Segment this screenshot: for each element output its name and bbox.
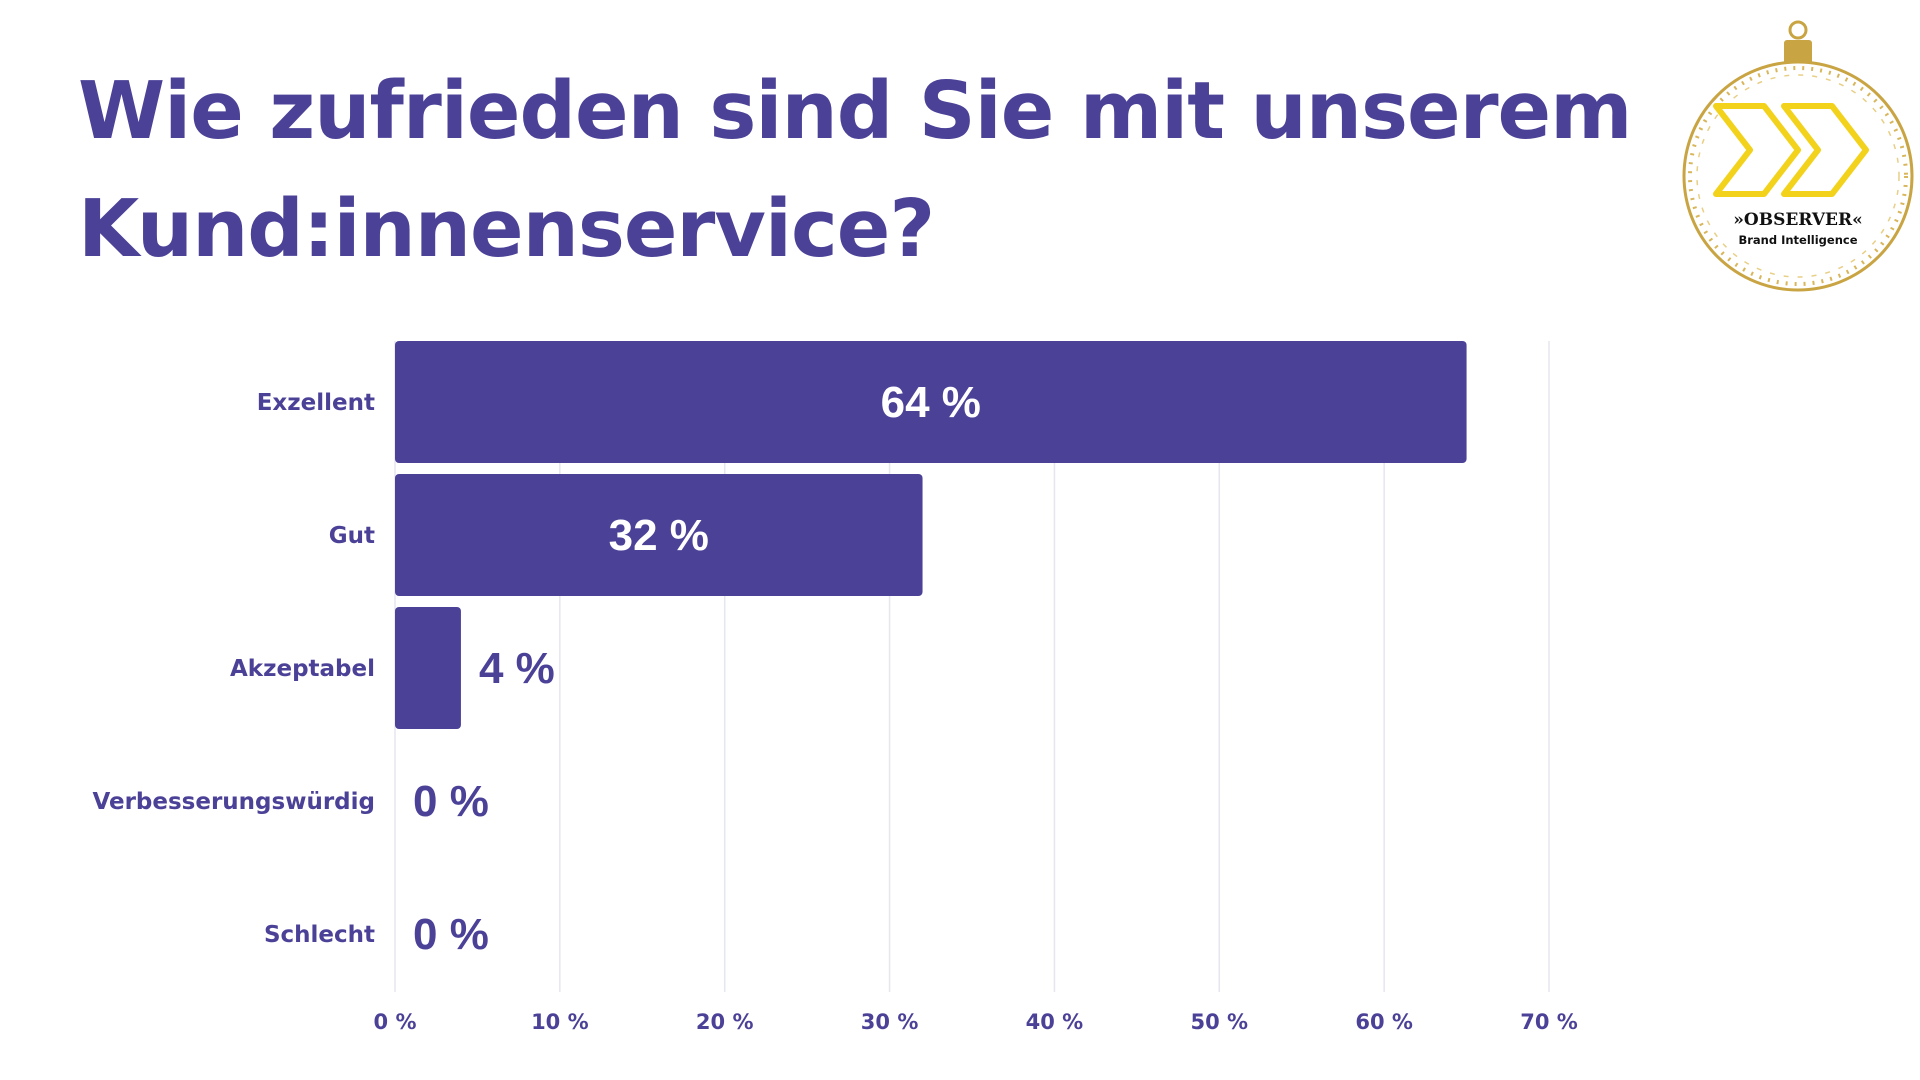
data-label: 32 % <box>609 511 709 560</box>
category-label: Schlecht <box>264 922 375 948</box>
x-tick-label: 60 % <box>1355 1010 1413 1034</box>
x-tick-label: 10 % <box>531 1010 589 1034</box>
x-tick-label: 70 % <box>1520 1010 1578 1034</box>
category-label: Akzeptabel <box>230 656 375 682</box>
data-label: 4 % <box>479 644 555 693</box>
title-line-1: Wie zufrieden sind Sie mit unserem <box>78 65 1632 157</box>
bars <box>395 341 1467 729</box>
bar <box>395 341 1467 463</box>
chevron-right-icon <box>1781 103 1869 197</box>
title-line-2: Kund:innenservice? <box>78 183 935 275</box>
x-tick-label: 0 % <box>374 1010 417 1034</box>
category-label: Exzellent <box>257 390 375 416</box>
data-label: 0 % <box>413 910 489 959</box>
x-tick-labels: 0 % 10 % 20 % 30 % 40 % 50 % 60 % 70 % <box>374 1010 1578 1034</box>
observer-logo: »OBSERVER« Brand Intelligence <box>1682 20 1914 292</box>
chevron-left-icon <box>1713 103 1801 197</box>
category-label: Verbesserungswürdig <box>92 789 375 815</box>
logo-tagline: Brand Intelligence <box>1738 233 1857 247</box>
data-label: 0 % <box>413 777 489 826</box>
bar <box>395 607 461 729</box>
x-tick-label: 20 % <box>696 1010 754 1034</box>
x-tick-label: 50 % <box>1190 1010 1248 1034</box>
x-tick-label: 30 % <box>861 1010 919 1034</box>
data-labels: 64 % 32 % 4 % 0 % 0 % <box>413 378 981 959</box>
logo-name: »OBSERVER« <box>1733 210 1862 230</box>
bar <box>395 474 923 596</box>
category-label: Gut <box>329 523 375 549</box>
category-labels: Exzellent Gut Akzeptabel Verbesserungswürdi… <box>92 390 375 948</box>
data-label: 64 % <box>881 378 981 427</box>
x-tick-label: 40 % <box>1026 1010 1084 1034</box>
page-title: Wie zufrieden sind Sie mit unserem Kund:… <box>78 52 1638 288</box>
